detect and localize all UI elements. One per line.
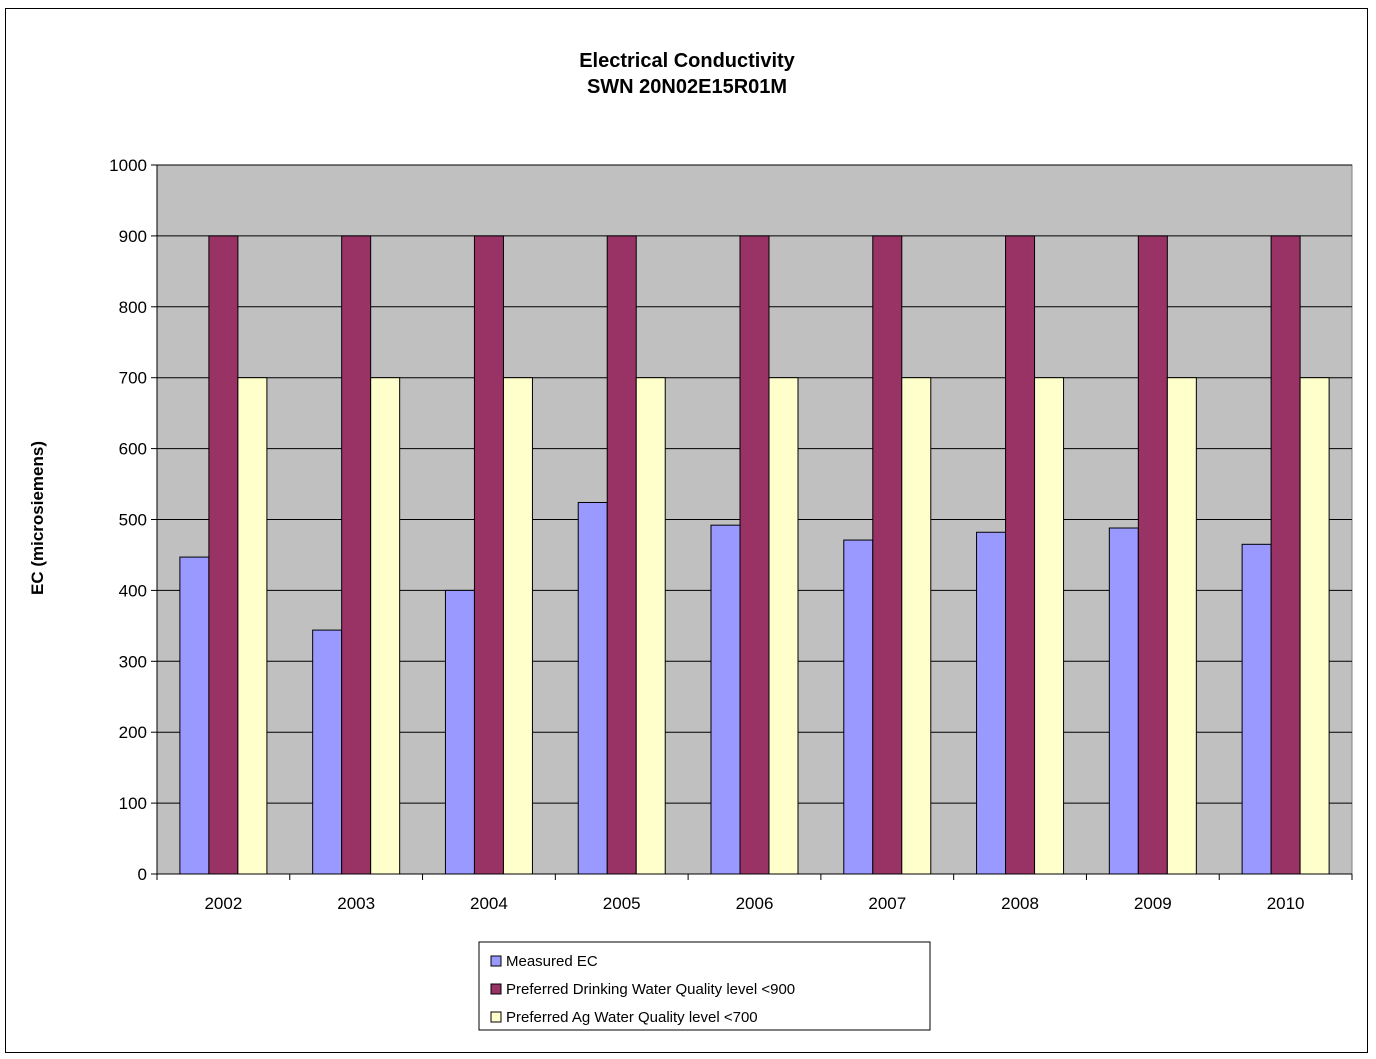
bar-2002-series-3: [237, 377, 268, 875]
x-tick-label-2003: 2003: [337, 894, 375, 913]
chart-title: Electrical Conductivity: [579, 50, 795, 72]
bar-2009-series-1: [1108, 527, 1139, 875]
bar-2004-series-2: [473, 235, 504, 875]
bar-2003-series-3: [370, 377, 401, 875]
bar-2006-series-3: [768, 377, 799, 875]
bar-2010-series-2: [1270, 235, 1301, 875]
bar-2002-series-2: [208, 235, 239, 875]
bar-2005-series-2: [606, 235, 637, 875]
bar-2007-series-3: [901, 377, 932, 875]
y-tick-label-300: 300: [119, 652, 147, 671]
y-tick-label-400: 400: [119, 581, 147, 600]
y-tick-label-700: 700: [119, 369, 147, 388]
x-tick-label-2010: 2010: [1267, 894, 1305, 913]
bar-2003-series-2: [341, 235, 372, 875]
bar-2002-series-1: [179, 556, 210, 875]
x-tick-label-2008: 2008: [1001, 894, 1039, 913]
legend-swatch-1: [490, 955, 502, 967]
bar-2005-series-3: [635, 377, 666, 875]
x-tick-label-2004: 2004: [470, 894, 508, 913]
x-tick-label-2002: 2002: [204, 894, 242, 913]
bar-2008-series-3: [1034, 377, 1065, 875]
legend-label-3: Preferred Ag Water Quality level <700: [506, 1009, 758, 1026]
y-tick-label-100: 100: [119, 794, 147, 813]
bar-2004-series-3: [502, 377, 533, 875]
y-tick-label-500: 500: [119, 511, 147, 530]
x-tick-label-2005: 2005: [603, 894, 641, 913]
bar-2010-series-3: [1299, 377, 1330, 875]
y-tick-label-0: 0: [138, 865, 147, 884]
bar-2005-series-1: [577, 501, 608, 875]
legend-swatch-3: [490, 1011, 502, 1023]
bar-2007-series-2: [872, 235, 903, 875]
legend-label-2: Preferred Drinking Water Quality level <…: [506, 981, 795, 998]
y-axis-title: EC (microsiemens): [28, 441, 47, 595]
bar-2004-series-1: [444, 589, 475, 875]
x-tick-label-2007: 2007: [868, 894, 906, 913]
y-tick-label-900: 900: [119, 227, 147, 246]
legend: Measured EC Preferred Drinking Water Qual…: [478, 941, 931, 1031]
bar-2009-series-2: [1137, 235, 1168, 875]
x-tick-label-2006: 2006: [736, 894, 774, 913]
legend-label-1: Measured EC: [506, 953, 598, 970]
bar-2006-series-2: [739, 235, 770, 875]
bar-2010-series-1: [1241, 543, 1272, 875]
bar-2003-series-1: [312, 629, 343, 875]
legend-swatch-2: [490, 983, 502, 995]
legend-box: [478, 941, 931, 1031]
y-tick-label-1000: 1000: [109, 156, 147, 175]
bar-2008-series-2: [1005, 235, 1036, 875]
chart-subtitle: SWN 20N02E15R01M: [587, 76, 787, 98]
y-tick-label-800: 800: [119, 298, 147, 317]
axes: 0 100 200 300 400 500 600 700 800 900 1000 2002 2003…: [109, 156, 1353, 913]
y-tick-label-600: 600: [119, 440, 147, 459]
chart: Electrical Conductivity SWN 20N02E15R01M…: [28, 50, 1353, 1031]
bar-2006-series-1: [710, 524, 741, 875]
x-tick-label-2009: 2009: [1134, 894, 1172, 913]
chart-frame: Electrical Conductivity SWN 20N02E15R01M…: [5, 8, 1368, 1053]
y-tick-label-200: 200: [119, 723, 147, 742]
bars: [179, 235, 1330, 875]
bar-2007-series-1: [843, 539, 874, 875]
bar-2008-series-1: [976, 531, 1007, 875]
bar-2009-series-3: [1166, 377, 1197, 875]
